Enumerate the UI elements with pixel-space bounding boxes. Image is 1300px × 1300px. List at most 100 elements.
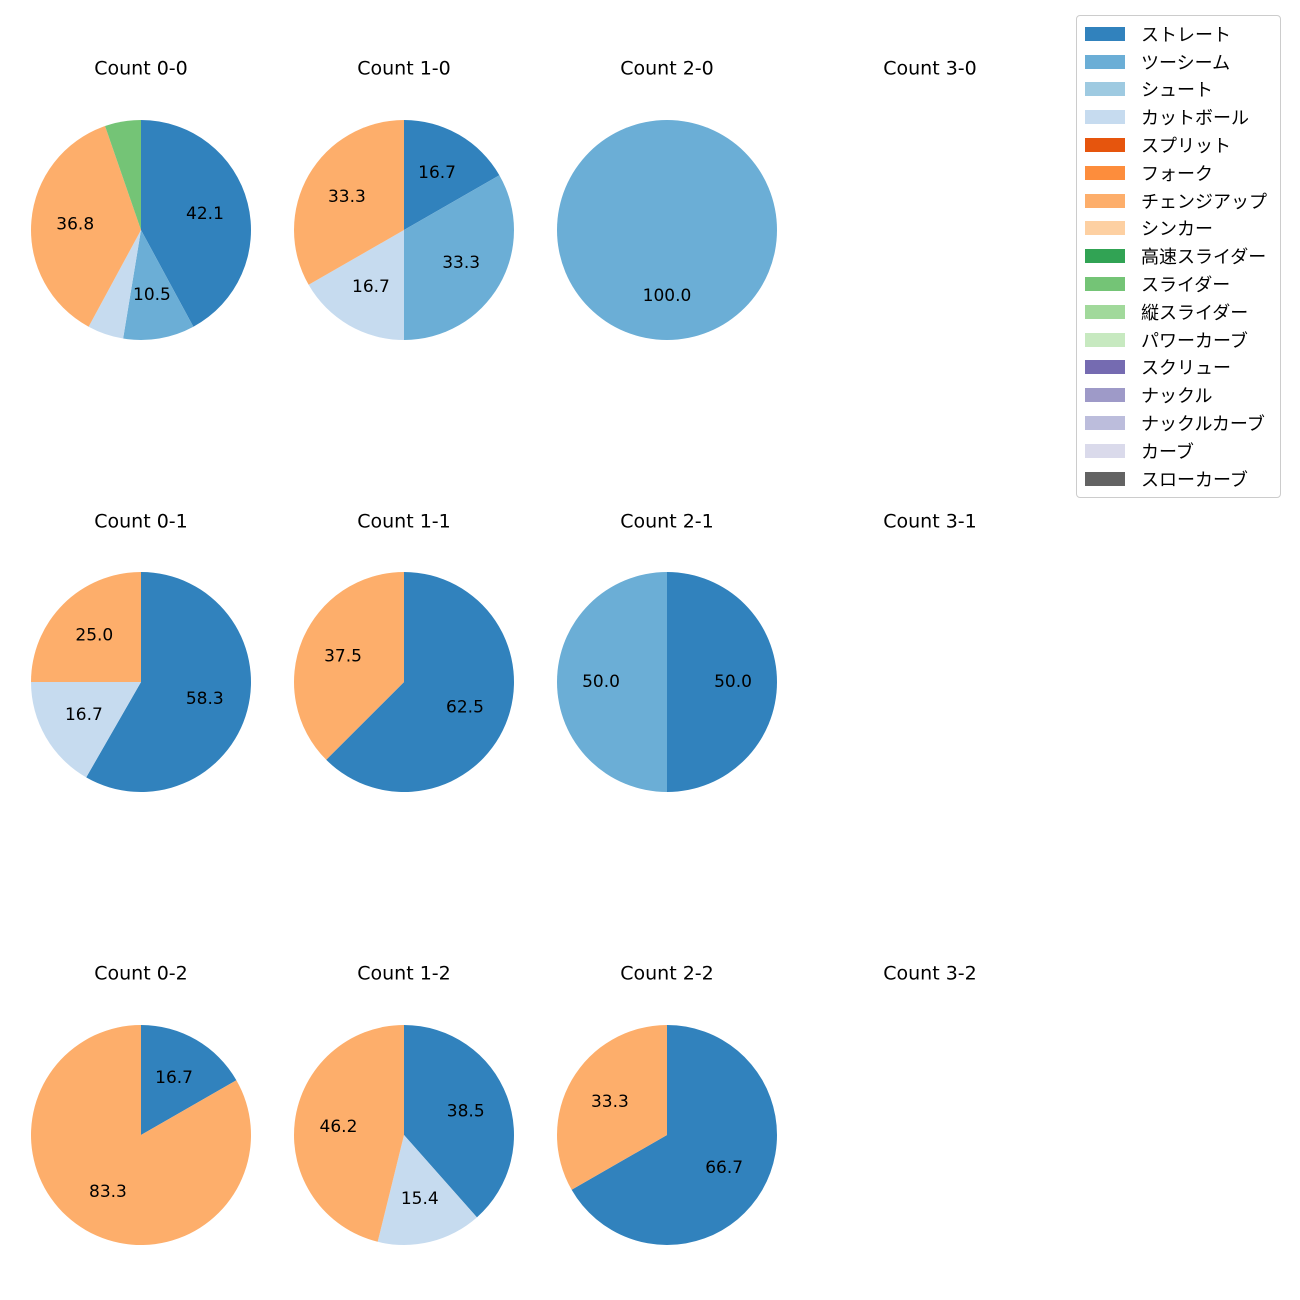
pie-title: Count 3-0 [883, 58, 977, 80]
pie-slice-label: 37.5 [324, 647, 362, 667]
legend-label: スクリュー [1141, 358, 1231, 380]
pie-slice [30, 126, 141, 327]
legend-label: スライダー [1141, 275, 1231, 297]
pie-slice-label: 66.7 [705, 1158, 743, 1178]
pie-slice-label: 50.0 [714, 672, 752, 692]
pie-title: Count 2-0 [620, 58, 714, 80]
pie-chart: Count 1-0 16.7 33.3 16.7 33.3 [293, 58, 514, 340]
legend-swatch [1085, 193, 1125, 208]
legend-swatch [1085, 249, 1125, 264]
pie-chart: Count 2-1 50.0 50.0 [557, 511, 777, 792]
pie-slice-label: 16.7 [65, 705, 103, 725]
pie-title: Count 0-0 [94, 58, 188, 80]
pie-slice-label: 42.1 [186, 204, 224, 224]
pie-title: Count 1-0 [357, 58, 451, 80]
legend-item: フォーク [1077, 159, 1280, 187]
pie-slice-label: 10.5 [133, 285, 171, 305]
pie-slice-label: 50.0 [582, 672, 620, 692]
pie-chart: Count 3-0 [883, 58, 977, 80]
legend-item: シンカー [1077, 215, 1280, 243]
legend-label: ストレート [1141, 24, 1231, 46]
pie-slice-label: 100.0 [643, 286, 692, 306]
legend-swatch [1085, 277, 1125, 292]
legend-item: ストレート [1077, 20, 1280, 48]
legend-swatch [1085, 332, 1125, 347]
legend-label: スプリット [1141, 136, 1231, 158]
pie-slice [31, 682, 141, 778]
legend-label: 縦スライダー [1141, 302, 1249, 324]
legend-item: ナックルカーブ [1077, 409, 1280, 437]
pie-slice-label: 16.7 [352, 277, 390, 297]
pie-slice [105, 120, 141, 230]
legend-item: カーブ [1077, 437, 1280, 465]
legend-label: カーブ [1141, 441, 1194, 463]
pie-slice [31, 572, 141, 682]
legend-item: 縦スライダー [1077, 298, 1280, 326]
pie-slice [141, 1025, 237, 1135]
pie-title: Count 3-1 [883, 511, 977, 533]
legend-item: シュート [1077, 76, 1280, 104]
pie-chart: Count 3-1 [883, 511, 977, 533]
legend-item: ナックル [1077, 381, 1280, 409]
legend-label: パワーカーブ [1141, 330, 1248, 352]
legend-label: ツーシーム [1141, 52, 1231, 74]
legend-swatch [1085, 388, 1125, 403]
pie-slice-label: 62.5 [446, 697, 484, 717]
pie-title: Count 2-1 [620, 511, 714, 533]
pie-title: Count 0-1 [94, 511, 188, 533]
pie-slice-label: 46.2 [320, 1117, 358, 1137]
pie-slice-label: 15.4 [401, 1189, 439, 1209]
legend-item: チェンジアップ [1077, 187, 1280, 215]
pie-title: Count 1-1 [357, 511, 451, 533]
pie-slice [557, 572, 667, 792]
legend-item: 高速スライダー [1077, 242, 1280, 270]
pie-slice-label: 16.7 [418, 163, 456, 183]
legend-label: チェンジアップ [1141, 191, 1267, 213]
pie-chart: Count 0-0 42.1 10.5 36.8 [30, 58, 251, 340]
legend-label: ナックル [1141, 386, 1213, 408]
pie-slice-label: 25.0 [75, 625, 113, 645]
pie-title: Count 0-2 [94, 963, 188, 985]
pie-slice [141, 120, 251, 327]
pie-chart: Count 1-1 62.5 37.5 [294, 511, 514, 792]
pie-title: Count 2-2 [620, 963, 714, 985]
pie-slice [404, 175, 514, 340]
pie-slice [293, 120, 404, 285]
pie-slice [88, 230, 141, 339]
legend-swatch [1085, 443, 1125, 458]
pie-slice [571, 1025, 777, 1245]
legend-item: スクリュー [1077, 354, 1280, 382]
pie-slice-label: 58.3 [186, 689, 224, 709]
pie-slice [556, 1025, 667, 1190]
legend-swatch [1085, 138, 1125, 153]
pie-slice [294, 1025, 404, 1242]
legend-swatch [1085, 360, 1125, 375]
legend-swatch [1085, 82, 1125, 97]
pie-slice [123, 230, 194, 340]
pie-slice-label: 38.5 [447, 1102, 485, 1122]
legend-swatch [1085, 221, 1125, 236]
pie-slice [308, 230, 404, 340]
pie-title: Count 1-2 [357, 963, 451, 985]
pie-slice-label: 33.3 [328, 187, 366, 207]
pie-slice-label: 83.3 [89, 1182, 127, 1202]
pie-slice [31, 1025, 252, 1246]
pie-slice [667, 572, 777, 792]
legend-item: パワーカーブ [1077, 326, 1280, 354]
legend-swatch [1085, 416, 1125, 431]
pie-slice-label: 33.3 [591, 1092, 629, 1112]
legend-label: 高速スライダー [1141, 247, 1267, 269]
pie-chart: Count 2-0 100.0 [557, 58, 777, 340]
pie-slice [404, 120, 500, 230]
legend-item: スライダー [1077, 270, 1280, 298]
pie-slice-label: 33.3 [442, 253, 480, 273]
pie-chart: Count 0-1 58.3 16.7 25.0 [31, 511, 251, 792]
pie-chart: Count 0-2 16.7 83.3 [31, 963, 252, 1246]
legend-swatch [1085, 110, 1125, 125]
pie-chart: Count 2-2 66.7 33.3 [556, 963, 777, 1245]
legend-item: スプリット [1077, 131, 1280, 159]
legend-label: シンカー [1141, 219, 1213, 241]
pie-slice [377, 1135, 477, 1245]
legend-label: フォーク [1141, 163, 1213, 185]
legend-label: ナックルカーブ [1141, 414, 1265, 436]
